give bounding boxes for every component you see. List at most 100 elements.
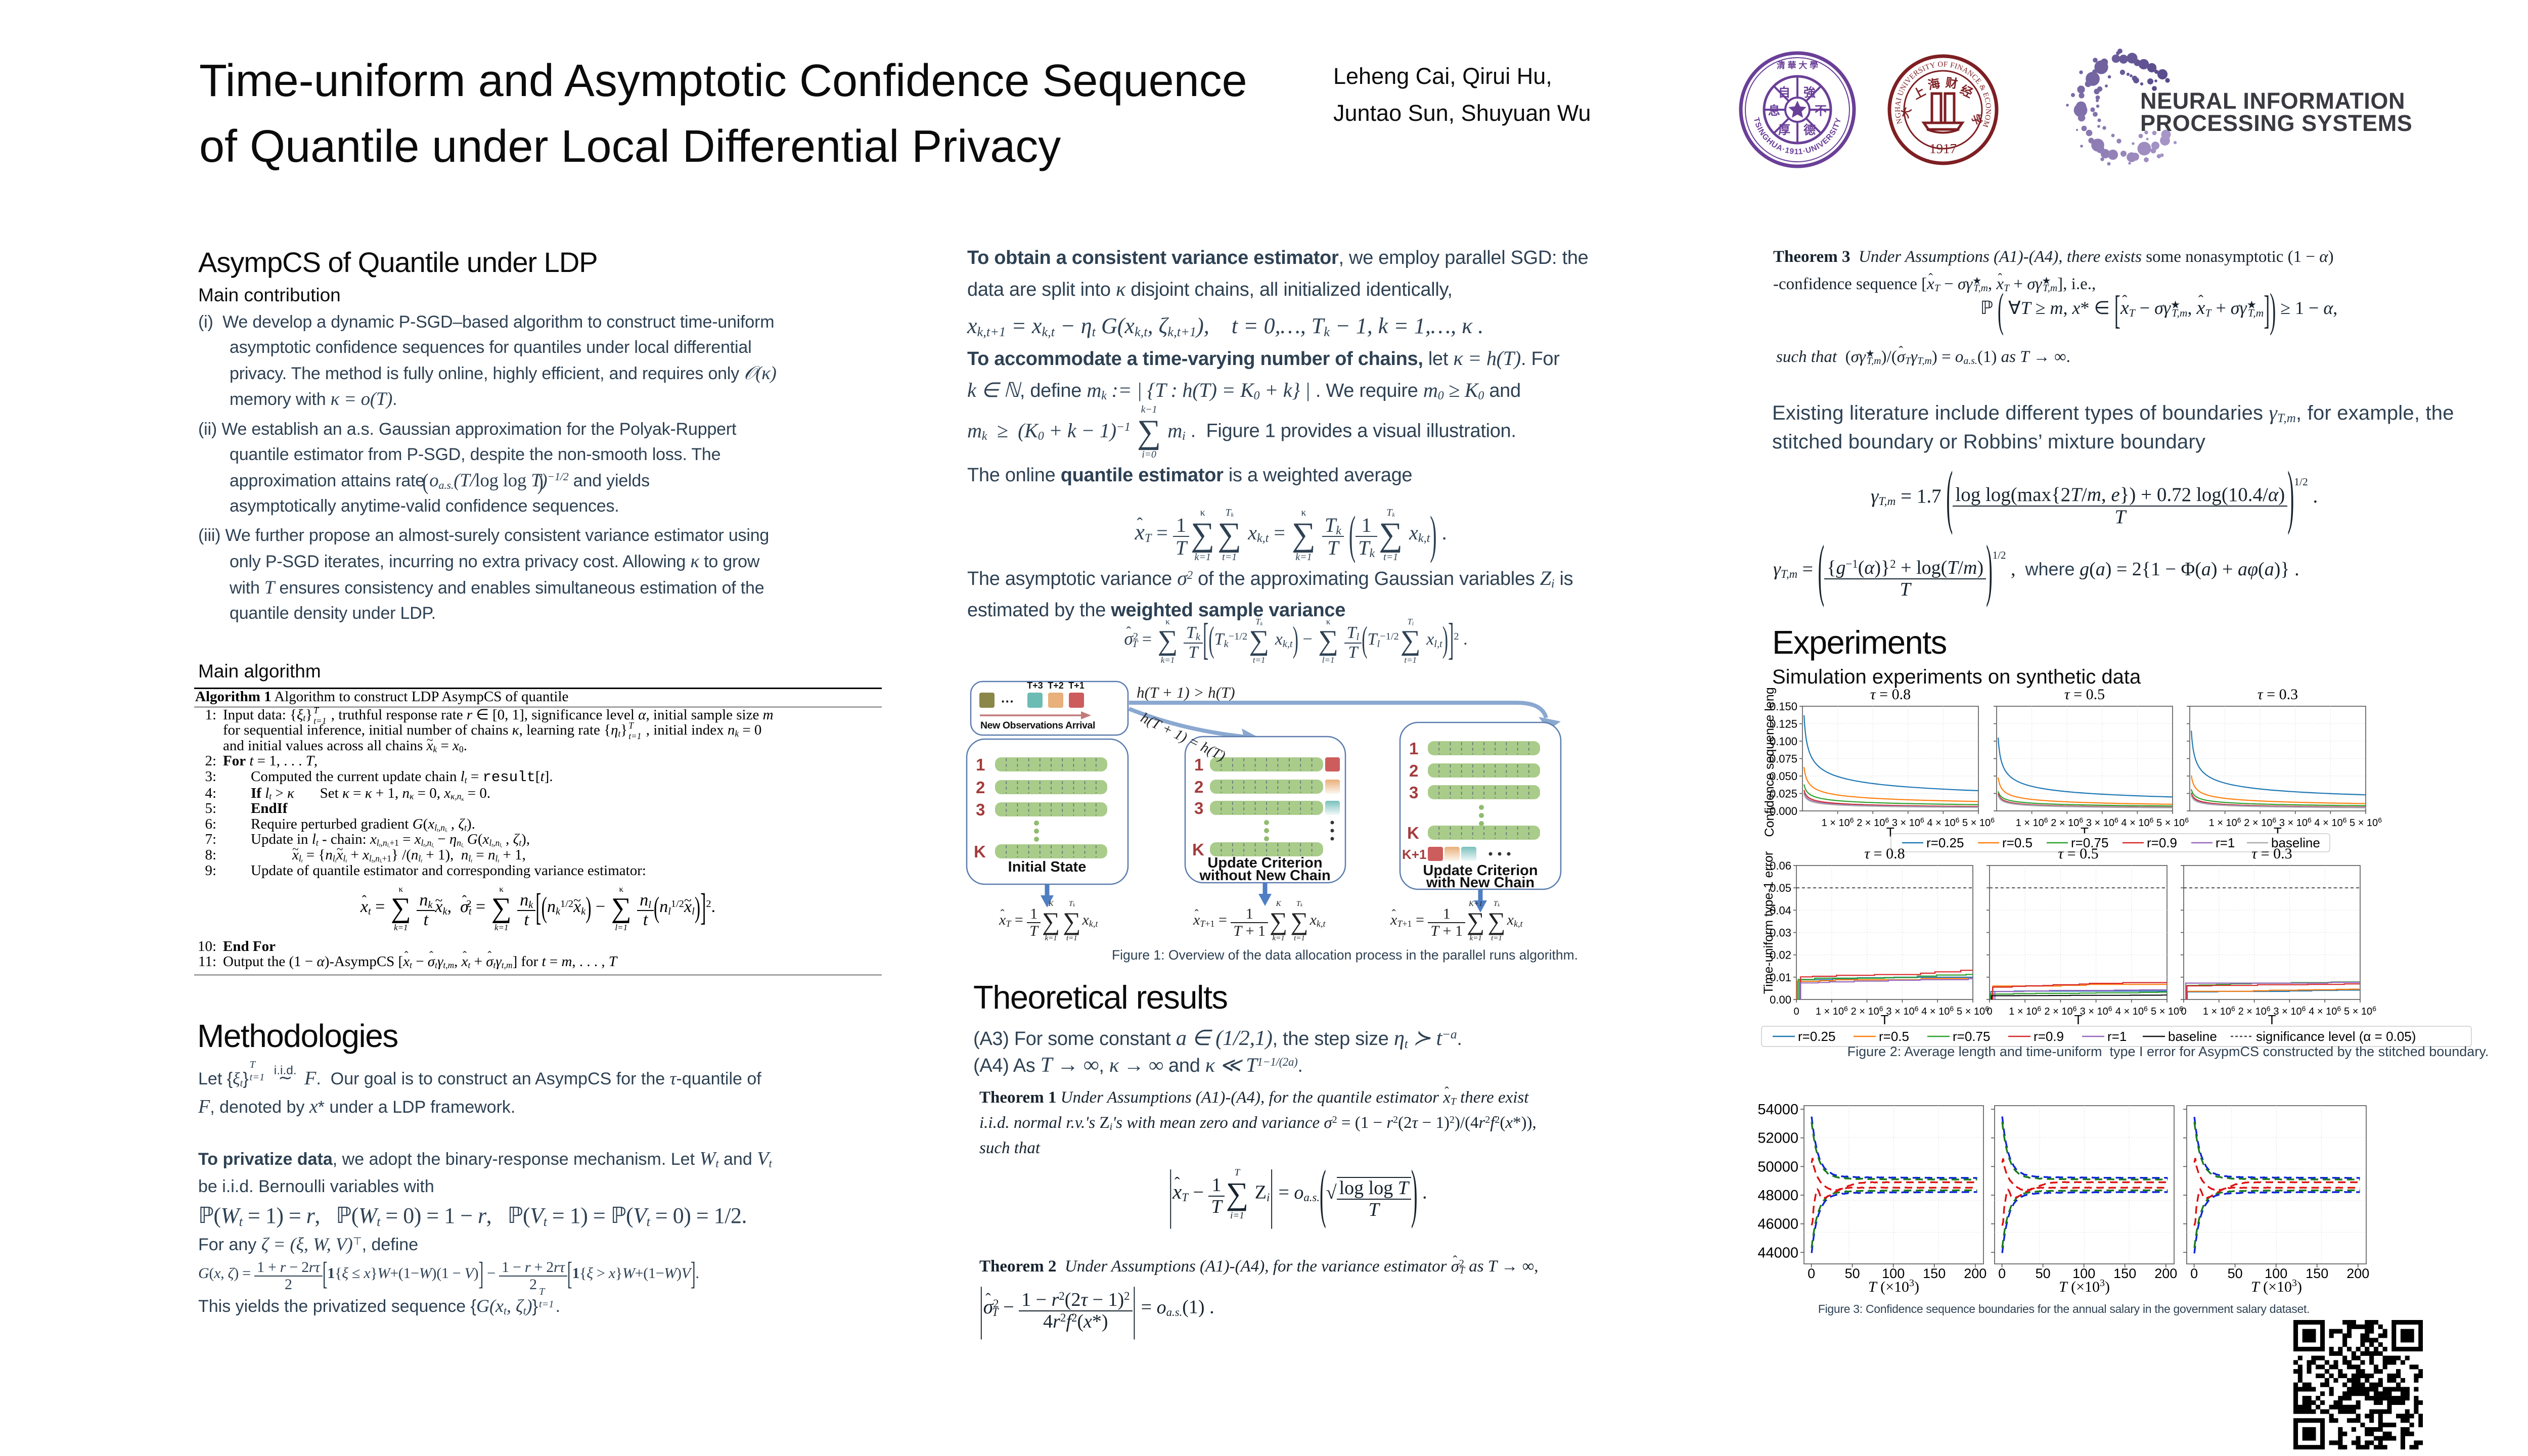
svg-text:r=0.5: r=0.5 — [2002, 835, 2033, 850]
svg-text:3: 3 — [976, 800, 985, 819]
svg-text:0.150: 0.150 — [1770, 700, 1797, 713]
svg-text:3: 3 — [1409, 783, 1418, 802]
svg-text:2: 2 — [1194, 778, 1203, 796]
svg-text:5 × 106: 5 × 106 — [2151, 1005, 2183, 1017]
svg-text:财: 财 — [1945, 76, 1959, 91]
svg-text:50: 50 — [2228, 1266, 2243, 1281]
svg-text:200: 200 — [2154, 1266, 2177, 1281]
svg-text:T+3: T+3 — [1027, 680, 1043, 691]
svg-text:1 × 106: 1 × 106 — [1816, 1005, 1848, 1017]
svg-text:上: 上 — [1911, 84, 1928, 102]
svg-text:1: 1 — [1194, 755, 1203, 774]
svg-text:r=0.25: r=0.25 — [1926, 835, 1964, 850]
svg-text:52000: 52000 — [1757, 1130, 1798, 1147]
svg-text:r=0.25: r=0.25 — [1798, 1029, 1835, 1044]
svg-text:0: 0 — [1987, 1006, 1992, 1017]
svg-text:5 × 106: 5 × 106 — [2344, 1005, 2376, 1017]
svg-text:48000: 48000 — [1757, 1188, 1798, 1204]
svg-text:Update Criterion: Update Criterion — [1207, 855, 1322, 871]
svg-text:without New Chain: without New Chain — [1199, 868, 1330, 884]
svg-text:不: 不 — [1815, 105, 1827, 118]
svg-text:1 × 106: 1 × 106 — [1822, 816, 1854, 829]
svg-text:0.075: 0.075 — [1770, 753, 1797, 765]
svg-text:150: 150 — [2113, 1266, 2136, 1281]
svg-text:K: K — [974, 842, 986, 861]
svg-text:0.100: 0.100 — [1770, 735, 1797, 748]
svg-text:Confidence sequence length: Confidence sequence length — [1763, 688, 1777, 837]
svg-text:baseline: baseline — [2271, 835, 2320, 850]
svg-text:4 × 106: 4 × 106 — [1921, 1005, 1954, 1017]
svg-text:1 × 106: 1 × 106 — [2209, 816, 2241, 829]
svg-text:···: ··· — [1001, 694, 1014, 709]
svg-text:50000: 50000 — [1757, 1159, 1798, 1175]
svg-text:T: T — [2074, 1012, 2083, 1027]
svg-text:3: 3 — [1194, 799, 1203, 817]
svg-text:5 × 106: 5 × 106 — [1962, 816, 1995, 829]
svg-text:r=0.9: r=0.9 — [2147, 835, 2177, 850]
svg-text:3 × 106: 3 × 106 — [1892, 816, 1924, 829]
svg-text:200: 200 — [2346, 1266, 2369, 1281]
svg-text:1 × 106: 1 × 106 — [2009, 1005, 2041, 1017]
svg-text:0: 0 — [1998, 1266, 2006, 1281]
svg-text:厚: 厚 — [1778, 124, 1790, 137]
svg-text:1 × 106: 1 × 106 — [2203, 1005, 2235, 1017]
svg-text:K: K — [1407, 824, 1419, 842]
svg-text:r=1: r=1 — [2216, 835, 2235, 850]
svg-text:0: 0 — [2190, 1266, 2198, 1281]
svg-text:2 × 106: 2 × 106 — [1857, 816, 1889, 829]
svg-text:強: 強 — [1803, 86, 1816, 100]
svg-text:τ = 0.5: τ = 0.5 — [2058, 845, 2098, 862]
svg-text:100: 100 — [1882, 1266, 1905, 1281]
svg-text:0.06: 0.06 — [1770, 859, 1791, 872]
svg-text:海: 海 — [1926, 76, 1941, 92]
svg-text:5 × 106: 5 × 106 — [2156, 816, 2189, 829]
svg-text:54000: 54000 — [1757, 1102, 1798, 1118]
svg-text:3 × 106: 3 × 106 — [2279, 816, 2312, 829]
svg-text:自: 自 — [1778, 85, 1790, 100]
svg-text:τ = 0.5: τ = 0.5 — [2064, 688, 2105, 703]
svg-text:1: 1 — [976, 755, 985, 774]
svg-text:2 × 106: 2 × 106 — [2244, 816, 2276, 829]
svg-text:2 × 106: 2 × 106 — [2044, 1005, 2076, 1017]
svg-text:4 × 106: 4 × 106 — [2115, 1005, 2148, 1017]
svg-text:4 × 106: 4 × 106 — [1927, 816, 1959, 829]
svg-text:T: T — [1881, 1012, 1889, 1027]
svg-text:2: 2 — [976, 778, 985, 797]
svg-text:0.000: 0.000 — [1770, 805, 1797, 817]
svg-text:r=1: r=1 — [2107, 1029, 2127, 1044]
svg-text:Initial State: Initial State — [1008, 859, 1087, 875]
svg-text:德: 德 — [1803, 123, 1816, 137]
svg-text:r=0.9: r=0.9 — [2034, 1029, 2064, 1044]
svg-text:100: 100 — [2265, 1266, 2287, 1281]
svg-text:0.050: 0.050 — [1770, 770, 1797, 783]
svg-text:0.03: 0.03 — [1770, 927, 1791, 939]
svg-text:0: 0 — [1793, 1006, 1799, 1017]
svg-text:T (×103): T (×103) — [1868, 1278, 1919, 1295]
svg-text:K: K — [1192, 840, 1204, 859]
svg-text:150: 150 — [1923, 1266, 1946, 1281]
svg-text:0.125: 0.125 — [1770, 718, 1797, 731]
svg-text:τ = 0.3: τ = 0.3 — [2251, 845, 2292, 862]
svg-text:0: 0 — [1808, 1266, 1815, 1281]
svg-text:息: 息 — [1768, 104, 1780, 118]
svg-text:5 × 106: 5 × 106 — [1957, 1005, 1989, 1017]
svg-text:h(T + 1) > h(T): h(T + 1) > h(T) — [1137, 684, 1235, 701]
svg-text:T (×103): T (×103) — [2251, 1278, 2302, 1295]
svg-text:T+1: T+1 — [1068, 680, 1085, 691]
svg-text:50: 50 — [2036, 1266, 2051, 1281]
svg-text:3 × 106: 3 × 106 — [1886, 1005, 1918, 1017]
svg-text:baseline: baseline — [2168, 1029, 2217, 1044]
svg-text:清 華 大 學: 清 華 大 學 — [1777, 60, 1818, 70]
svg-text:200: 200 — [1964, 1266, 1987, 1281]
svg-text:44000: 44000 — [1757, 1245, 1798, 1261]
svg-text:New Observations Arrival: New Observations Arrival — [980, 720, 1095, 731]
svg-text:3 × 106: 3 × 106 — [2080, 1005, 2112, 1017]
svg-text:4 × 106: 4 × 106 — [2314, 816, 2346, 829]
svg-text:3 × 106: 3 × 106 — [2273, 1005, 2306, 1017]
svg-text:0: 0 — [2181, 1006, 2186, 1017]
svg-text:0.02: 0.02 — [1770, 949, 1791, 962]
svg-text:0.04: 0.04 — [1770, 904, 1791, 917]
svg-text:Time-uniform type-1 error: Time-uniform type-1 error — [1762, 851, 1776, 994]
svg-text:T (×103): T (×103) — [2059, 1278, 2110, 1295]
svg-text:significance level (α = 0.05): significance level (α = 0.05) — [2256, 1029, 2416, 1044]
